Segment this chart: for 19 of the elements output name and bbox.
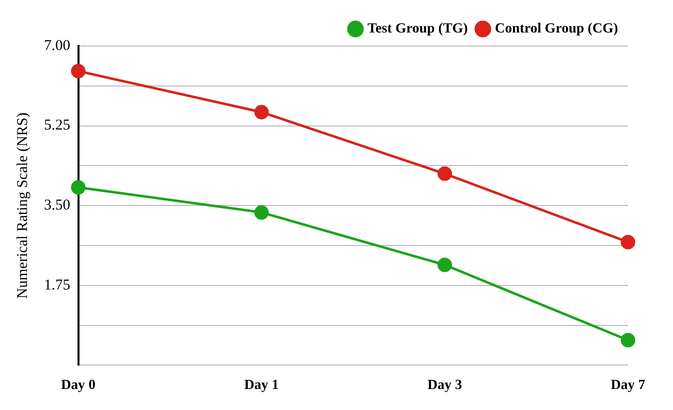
y-tick-label: 3.50 <box>44 198 70 214</box>
point <box>254 104 269 120</box>
point <box>254 205 269 220</box>
x-tick-label: Day 1 <box>244 378 279 394</box>
point <box>438 166 452 181</box>
point <box>620 332 636 348</box>
point <box>620 234 636 250</box>
x-tick-label: Day 3 <box>427 378 462 394</box>
legend-label: Test Group (TG) <box>367 22 468 37</box>
y-tick-label: 1.75 <box>44 277 70 294</box>
y-tick-label: 7.00 <box>44 38 70 54</box>
x-tick-label: Day 7 <box>610 378 646 394</box>
y-axis-title: Numerical Rating Scale (NRS) <box>14 112 31 299</box>
point <box>71 180 86 195</box>
x-tick-label: Day 0 <box>60 378 96 394</box>
point <box>71 64 86 78</box>
legend-label: Control Group (CG) <box>494 22 618 37</box>
y-tick-label: 5.25 <box>44 118 70 134</box>
point <box>438 258 452 272</box>
